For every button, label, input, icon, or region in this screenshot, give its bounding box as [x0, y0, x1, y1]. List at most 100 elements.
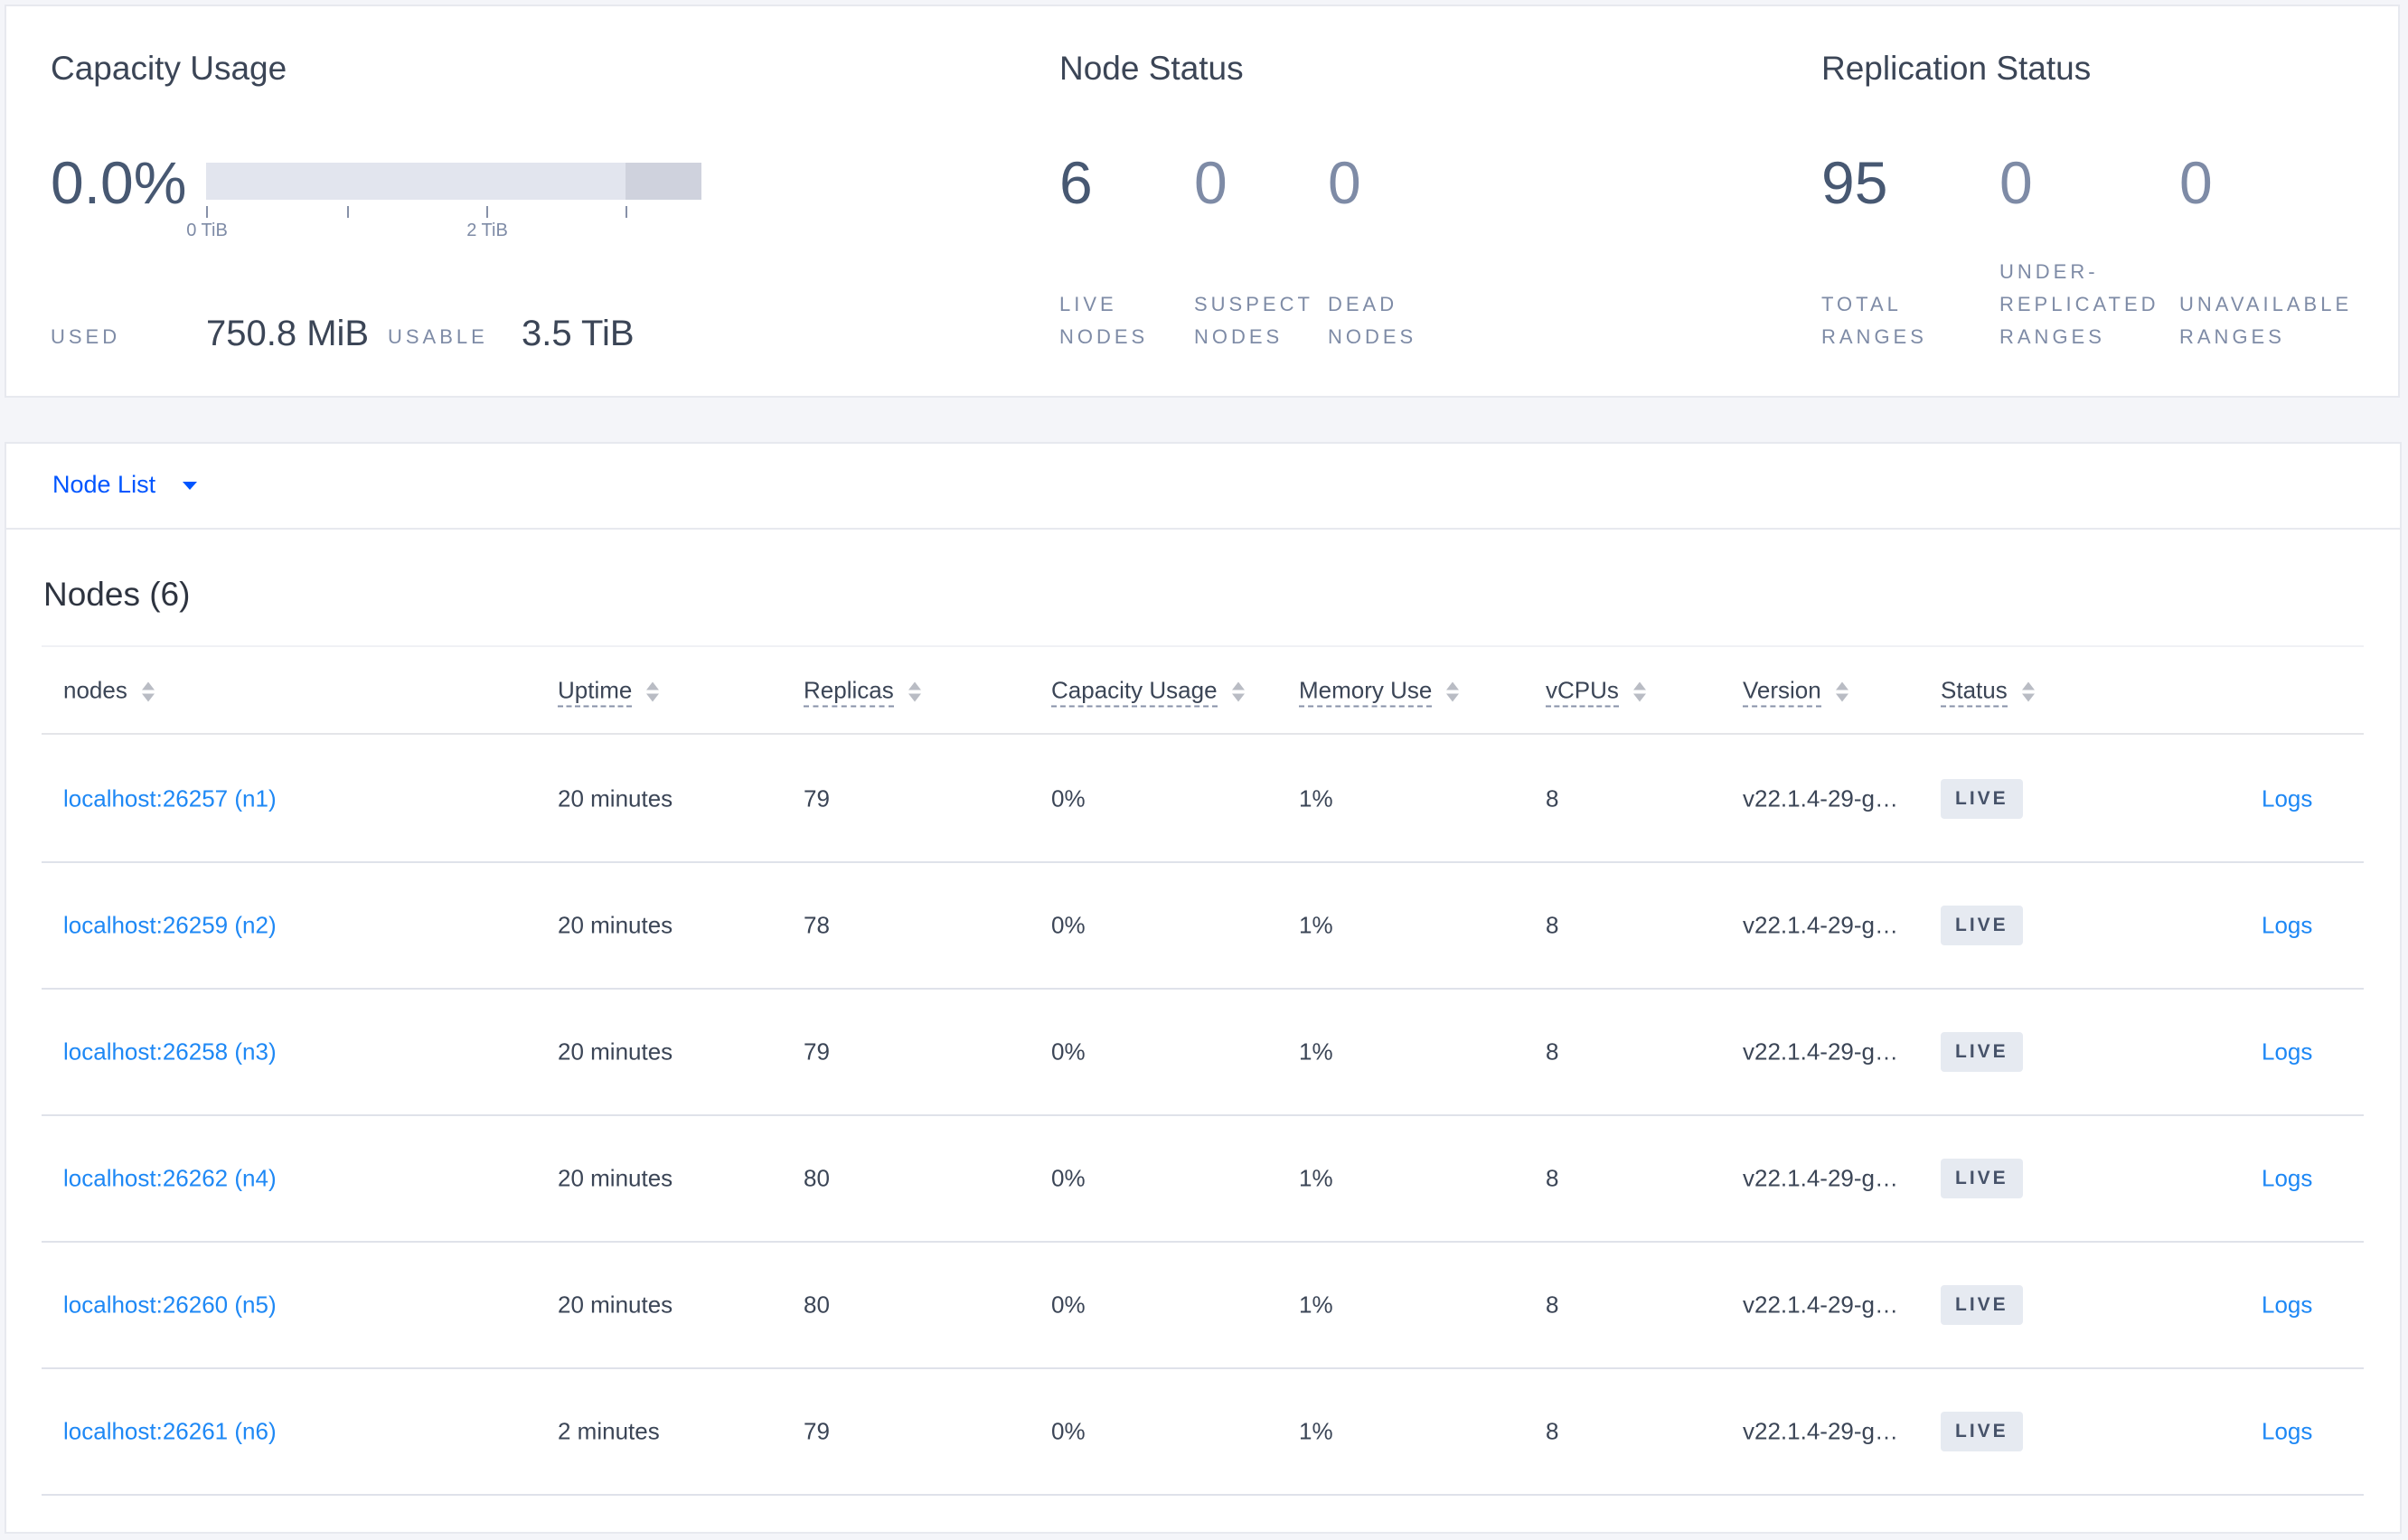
capacity-bar-available — [626, 163, 701, 200]
logs-link[interactable]: Logs — [2262, 911, 2313, 939]
capacity-cell: 0% — [1051, 911, 1086, 939]
replication-title: Replication Status — [1821, 50, 2092, 87]
used-label: USED — [51, 325, 121, 348]
vcpus-cell: 8 — [1546, 1038, 1559, 1066]
sort-icon — [646, 681, 660, 702]
view-selector-bar: Node List — [6, 444, 2400, 530]
tick-label: 0 TiB — [186, 221, 228, 240]
node-link[interactable]: localhost:26261 (n6) — [63, 1417, 277, 1445]
memory-cell: 1% — [1299, 1291, 1333, 1319]
used-value: 750.8 MiB — [206, 314, 370, 353]
memory-cell: 1% — [1299, 1417, 1333, 1445]
vcpus-cell: 8 — [1546, 1417, 1559, 1445]
summary-card: Capacity Usage 0.0% 0 TiB 2 TiB USED 750… — [5, 5, 2400, 398]
uptime-cell: 20 minutes — [558, 1291, 673, 1319]
uptime-cell: 2 minutes — [558, 1417, 660, 1445]
table-row: localhost:26258 (n3) 20 minutes 79 0% 1% 8 v22… — [42, 990, 2364, 1116]
version-cell: v22.1.4-29-g… — [1743, 1417, 1898, 1445]
node-link[interactable]: localhost:26257 (n1) — [63, 784, 277, 812]
node-link[interactable]: localhost:26259 (n2) — [63, 911, 277, 939]
uptime-cell: 20 minutes — [558, 1038, 673, 1066]
tick — [626, 206, 627, 218]
sort-icon — [1446, 681, 1460, 702]
replicas-cell: 78 — [804, 911, 830, 939]
suspect-nodes-value: 0 — [1194, 149, 1228, 216]
capacity-cell: 0% — [1051, 1291, 1086, 1319]
table-row: localhost:26261 (n6) 2 minutes 79 0% 1% 8 v22.… — [42, 1369, 2364, 1496]
capacity-cell: 0% — [1051, 1417, 1086, 1445]
status-badge: LIVE — [1941, 779, 2023, 819]
capacity-bar — [206, 163, 701, 200]
logs-link[interactable]: Logs — [2262, 1164, 2313, 1192]
capacity-title: Capacity Usage — [51, 50, 287, 87]
logs-link[interactable]: Logs — [2262, 1038, 2313, 1066]
table-row: localhost:26257 (n1) 20 minutes 79 0% 1% 8 v22… — [42, 737, 2364, 863]
node-link[interactable]: localhost:26262 (n4) — [63, 1164, 277, 1192]
node-link[interactable]: localhost:26258 (n3) — [63, 1038, 277, 1066]
sort-icon — [2021, 681, 2035, 702]
status-badge: LIVE — [1941, 1032, 2023, 1072]
column-header-status[interactable]: Status — [1941, 676, 2035, 707]
version-cell: v22.1.4-29-g… — [1743, 1038, 1898, 1066]
dropdown-label: Node List — [52, 471, 156, 498]
vcpus-cell: 8 — [1546, 911, 1559, 939]
logs-link[interactable]: Logs — [2262, 1417, 2313, 1445]
version-cell: v22.1.4-29-g… — [1743, 911, 1898, 939]
column-header-memory[interactable]: Memory Use — [1299, 676, 1460, 707]
total-ranges-value: 95 — [1821, 149, 1888, 216]
column-header-version[interactable]: Version — [1743, 676, 1848, 707]
capacity-cell: 0% — [1051, 1164, 1086, 1192]
vcpus-cell: 8 — [1546, 784, 1559, 812]
live-nodes-value: 6 — [1059, 149, 1093, 216]
column-header-vcpus[interactable]: vCPUs — [1546, 676, 1646, 707]
status-badge: LIVE — [1941, 1159, 2023, 1198]
node-status-title: Node Status — [1059, 50, 1244, 87]
nodes-heading: Nodes (6) — [43, 576, 191, 613]
memory-cell: 1% — [1299, 1038, 1333, 1066]
live-nodes-label: LIVE NODES — [1059, 293, 1149, 348]
node-link[interactable]: localhost:26260 (n5) — [63, 1291, 277, 1319]
node-list-dropdown[interactable]: Node List — [52, 471, 197, 499]
vcpus-cell: 8 — [1546, 1164, 1559, 1192]
capacity-cell: 0% — [1051, 1038, 1086, 1066]
column-header-replicas[interactable]: Replicas — [804, 676, 921, 707]
status-badge: LIVE — [1941, 906, 2023, 945]
replicas-cell: 80 — [804, 1291, 830, 1319]
total-ranges-label: TOTAL RANGES — [1821, 293, 1927, 348]
under-replicated-value: 0 — [1999, 149, 2033, 216]
sort-icon — [908, 681, 921, 702]
table-header: nodes Uptime Replicas Capacity Usage Mem… — [42, 645, 2364, 735]
table-row: localhost:26259 (n2) 20 minutes 78 0% 1% 8 v22… — [42, 863, 2364, 990]
unavailable-value: 0 — [2179, 149, 2213, 216]
replicas-cell: 80 — [804, 1164, 830, 1192]
memory-cell: 1% — [1299, 1164, 1333, 1192]
column-header-nodes[interactable]: nodes — [63, 676, 155, 704]
tick — [347, 206, 349, 218]
under-replicated-label: UNDER- REPLICATED RANGES — [1999, 260, 2159, 348]
tick-label: 2 TiB — [466, 221, 508, 240]
table-row: localhost:26260 (n5) 20 minutes 80 0% 1% 8 v22… — [42, 1243, 2364, 1369]
uptime-cell: 20 minutes — [558, 784, 673, 812]
version-cell: v22.1.4-29-g… — [1743, 1291, 1898, 1319]
tick — [486, 206, 488, 218]
column-header-capacity[interactable]: Capacity Usage — [1051, 676, 1245, 707]
status-badge: LIVE — [1941, 1412, 2023, 1451]
replicas-cell: 79 — [804, 1417, 830, 1445]
status-badge: LIVE — [1941, 1285, 2023, 1325]
memory-cell: 1% — [1299, 784, 1333, 812]
suspect-nodes-label: SUSPECT NODES — [1194, 293, 1313, 348]
version-cell: v22.1.4-29-g… — [1743, 784, 1898, 812]
uptime-cell: 20 minutes — [558, 1164, 673, 1192]
sort-icon — [1835, 681, 1848, 702]
unavailable-label: UNAVAILABLE RANGES — [2179, 293, 2353, 348]
logs-link[interactable]: Logs — [2262, 1291, 2313, 1319]
column-header-uptime[interactable]: Uptime — [558, 676, 660, 707]
caret-down-icon — [182, 482, 197, 491]
uptime-cell: 20 minutes — [558, 911, 673, 939]
usable-value: 3.5 TiB — [522, 314, 635, 353]
dead-nodes-label: DEAD NODES — [1328, 293, 1417, 348]
vcpus-cell: 8 — [1546, 1291, 1559, 1319]
logs-link[interactable]: Logs — [2262, 784, 2313, 812]
tick — [206, 206, 208, 218]
dead-nodes-value: 0 — [1328, 149, 1361, 216]
